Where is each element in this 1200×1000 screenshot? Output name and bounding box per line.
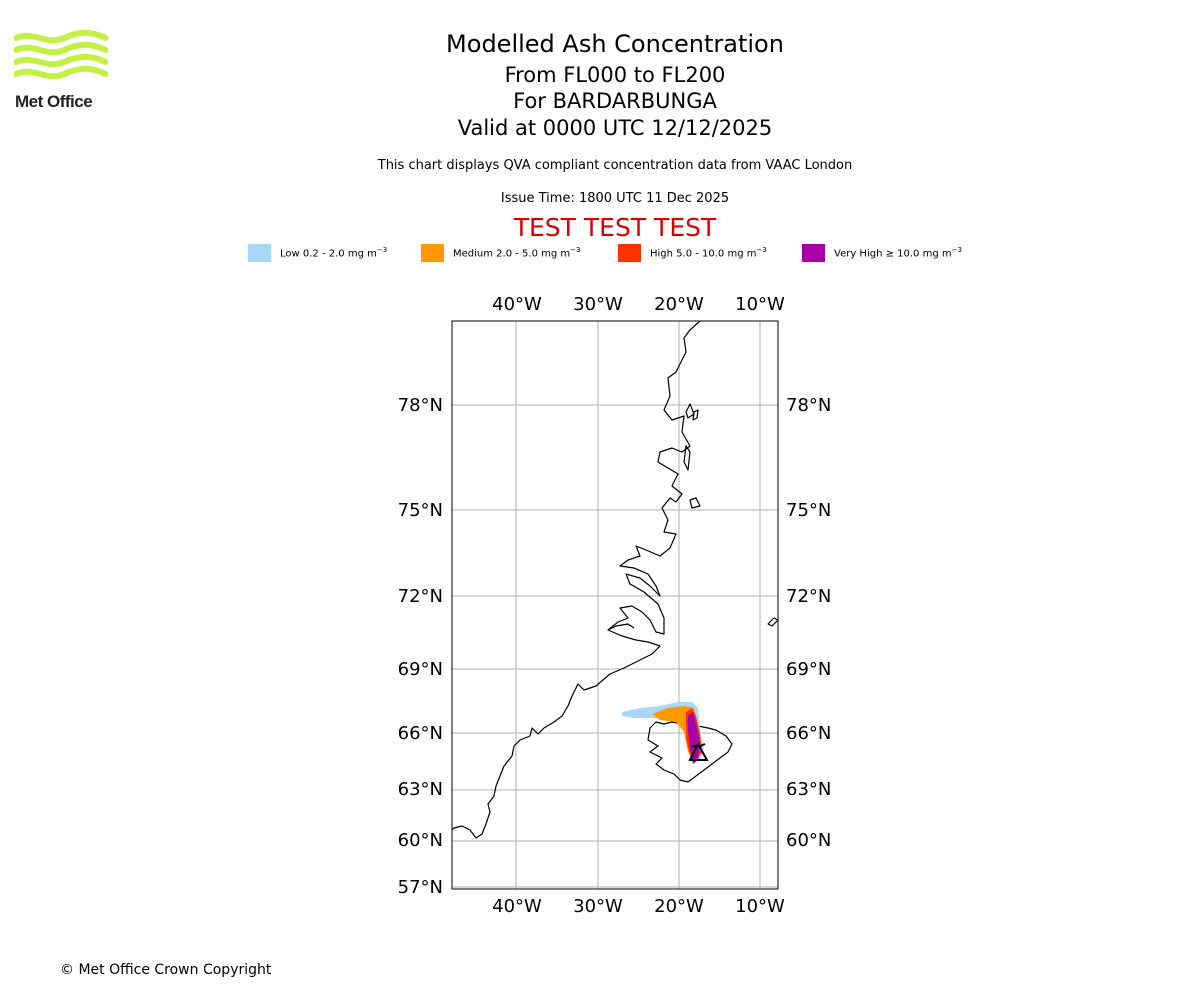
lat-label-left: 63°N bbox=[398, 779, 443, 800]
lat-label-left: 66°N bbox=[398, 723, 443, 744]
legend-swatch-medium bbox=[421, 244, 444, 262]
lat-label-left: 60°N bbox=[398, 830, 443, 851]
lat-label-right: 75°N bbox=[786, 500, 831, 521]
graticule bbox=[452, 321, 778, 889]
valid-time: Valid at 0000 UTC 12/12/2025 bbox=[457, 116, 773, 140]
lat-label-right: 72°N bbox=[786, 586, 831, 607]
legend-label-high: High 5.0 - 10.0 mg m−3 bbox=[650, 246, 767, 260]
legend-item-high: High 5.0 - 10.0 mg m−3 bbox=[618, 244, 767, 262]
lat-label-right: 78°N bbox=[786, 395, 831, 416]
lon-labels-bottom: 40°W 30°W 20°W 10°W bbox=[492, 896, 785, 917]
lat-label-left: 69°N bbox=[398, 659, 443, 680]
lon-label-bottom: 40°W bbox=[492, 896, 542, 917]
lat-label-left: 72°N bbox=[398, 586, 443, 607]
met-office-logo bbox=[14, 30, 108, 80]
test-banner: TEST TEST TEST bbox=[513, 213, 717, 242]
north-island bbox=[683, 445, 691, 471]
greenland-coastline-inlet bbox=[607, 623, 635, 631]
chart-description: This chart displays QVA compliant concen… bbox=[377, 158, 853, 173]
lat-label-left: 75°N bbox=[398, 500, 443, 521]
legend-swatch-low bbox=[248, 244, 271, 262]
lon-label-bottom: 30°W bbox=[573, 896, 623, 917]
lon-label-top: 30°W bbox=[573, 294, 623, 315]
copyright-notice: © Met Office Crown Copyright bbox=[60, 962, 272, 978]
east-coast-islet bbox=[689, 497, 701, 509]
lat-label-right: 69°N bbox=[786, 659, 831, 680]
legend-swatch-high bbox=[618, 244, 641, 262]
lat-labels-right: 78°N 75°N 72°N 69°N 66°N 63°N 60°N bbox=[786, 395, 831, 851]
svalbard-island bbox=[685, 403, 695, 419]
east-island bbox=[692, 409, 699, 421]
volcano-name: For BARDARBUNGA bbox=[513, 89, 717, 113]
greenland-coastline bbox=[452, 321, 701, 839]
ash-very-high-region bbox=[688, 712, 700, 764]
legend-item-medium: Medium 2.0 - 5.0 mg m−3 bbox=[421, 244, 580, 262]
volcano-triangle-icon bbox=[688, 741, 709, 761]
lon-label-top: 10°W bbox=[735, 294, 785, 315]
lat-label-left: 78°N bbox=[398, 395, 443, 416]
lat-label-right: 66°N bbox=[786, 723, 831, 744]
lon-label-bottom: 10°W bbox=[735, 896, 785, 917]
legend-item-very-high: Very High ≥ 10.0 mg m−3 bbox=[802, 244, 962, 262]
jan-mayen-island bbox=[767, 617, 778, 627]
legend-label-very-high: Very High ≥ 10.0 mg m−3 bbox=[834, 246, 962, 260]
lat-labels-left: 78°N 75°N 72°N 69°N 66°N 63°N 60°N 57°N bbox=[398, 395, 443, 898]
lon-labels-top: 40°W 30°W 20°W 10°W bbox=[492, 294, 785, 315]
map-frame bbox=[451, 320, 779, 890]
legend-label-medium: Medium 2.0 - 5.0 mg m−3 bbox=[453, 246, 581, 260]
lat-label-right: 63°N bbox=[786, 779, 831, 800]
ash-plumes bbox=[622, 702, 704, 764]
lat-label-right: 60°N bbox=[786, 830, 831, 851]
lat-label-left: 57°N bbox=[398, 877, 443, 898]
lon-label-top: 20°W bbox=[654, 294, 704, 315]
legend-swatch-very-high bbox=[802, 244, 825, 262]
legend-label-low: Low 0.2 - 2.0 mg m−3 bbox=[280, 246, 388, 260]
issue-time: Issue Time: 1800 UTC 11 Dec 2025 bbox=[500, 191, 730, 206]
flight-levels: From FL000 to FL200 bbox=[504, 63, 726, 87]
lon-label-bottom: 20°W bbox=[654, 896, 704, 917]
lon-label-top: 40°W bbox=[492, 294, 542, 315]
legend-item-low: Low 0.2 - 2.0 mg m−3 bbox=[248, 244, 387, 262]
chart-title: Modelled Ash Concentration bbox=[446, 30, 784, 58]
logo-text: Met Office bbox=[15, 92, 93, 111]
